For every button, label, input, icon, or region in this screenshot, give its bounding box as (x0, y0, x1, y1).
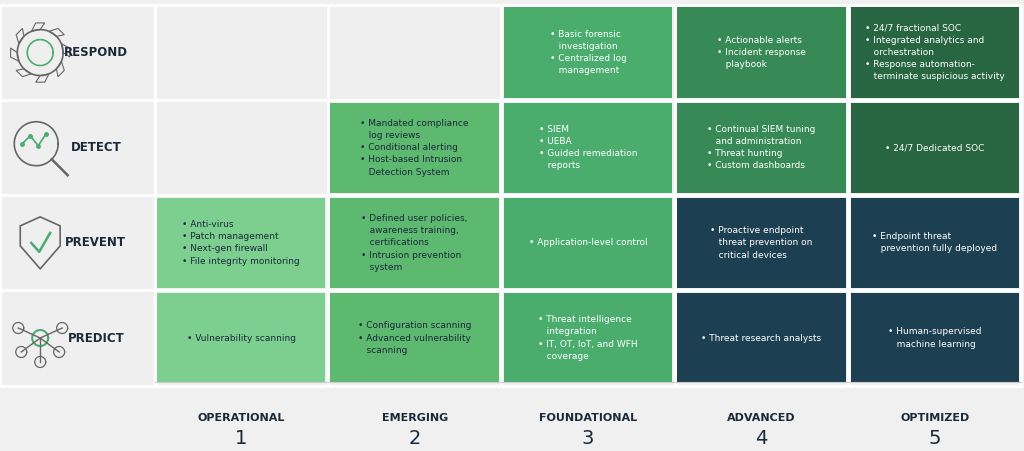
Bar (2, 293, 153, 383)
Text: 4: 4 (756, 429, 768, 448)
Bar (331, 293, 499, 383)
Text: DETECT: DETECT (71, 141, 121, 154)
Bar (504, 293, 672, 383)
Text: • 24/7 fractional SOC
• Integrated analytics and
   orchestration
• Response aut: • 24/7 fractional SOC • Integrated analy… (865, 24, 1005, 81)
Bar (677, 103, 846, 193)
Text: 5: 5 (929, 429, 941, 448)
Text: • Application-level control: • Application-level control (528, 239, 647, 247)
Text: PREDICT: PREDICT (68, 331, 124, 345)
Text: OPERATIONAL: OPERATIONAL (198, 413, 285, 423)
Text: • Continual SIEM tuning
   and administration
• Threat hunting
• Custom dashboar: • Continual SIEM tuning and administrati… (708, 125, 815, 170)
Bar (677, 8, 846, 98)
Text: • Actionable alerts
• Incident response
   playbook: • Actionable alerts • Incident response … (717, 36, 806, 69)
Polygon shape (16, 28, 24, 44)
Polygon shape (61, 44, 70, 57)
Bar (331, 198, 499, 288)
Bar (851, 8, 1019, 98)
Text: • Configuration scanning
• Advanced vulnerability
   scanning: • Configuration scanning • Advanced vuln… (358, 322, 471, 354)
Bar (851, 103, 1019, 193)
Bar (331, 8, 499, 98)
Text: FOUNDATIONAL: FOUNDATIONAL (539, 413, 637, 423)
Text: • Human-supervised
   machine learning: • Human-supervised machine learning (888, 327, 982, 349)
Bar (157, 198, 326, 288)
Text: • 24/7 Dedicated SOC: • 24/7 Dedicated SOC (885, 143, 984, 152)
Bar (2, 103, 153, 193)
Text: • Basic forensic
   investigation
• Centralized log
   management: • Basic forensic investigation • Central… (550, 30, 627, 75)
Bar (157, 103, 326, 193)
Text: 3: 3 (582, 429, 594, 448)
Polygon shape (49, 28, 65, 37)
Text: OPTIMIZED: OPTIMIZED (900, 413, 970, 423)
Bar (157, 293, 326, 383)
Polygon shape (16, 69, 32, 77)
Bar (331, 103, 499, 193)
Bar (851, 198, 1019, 288)
Text: • Proactive endpoint
   threat prevention on
   critical devices: • Proactive endpoint threat prevention o… (711, 226, 813, 259)
Text: • Anti-virus
• Patch management
• Next-gen firewall
• File integrity monitoring: • Anti-virus • Patch management • Next-g… (182, 220, 300, 266)
Bar (504, 198, 672, 288)
Bar (504, 8, 672, 98)
Bar (2, 8, 153, 98)
Text: • Threat research analysts: • Threat research analysts (701, 333, 821, 342)
Text: • Threat intelligence
   integration
• IT, OT, IoT, and WFH
   coverage: • Threat intelligence integration • IT, … (539, 315, 638, 361)
Text: ADVANCED: ADVANCED (727, 413, 796, 423)
Text: • SIEM
• UEBA
• Guided remediation
   reports: • SIEM • UEBA • Guided remediation repor… (539, 125, 637, 170)
Polygon shape (10, 48, 19, 61)
Bar (504, 103, 672, 193)
Text: PREVENT: PREVENT (66, 236, 126, 249)
Bar (851, 293, 1019, 383)
Bar (677, 293, 846, 383)
Text: • Vulnerability scanning: • Vulnerability scanning (186, 333, 296, 342)
Polygon shape (32, 23, 45, 31)
Text: 1: 1 (236, 429, 248, 448)
Bar (677, 198, 846, 288)
Bar (2, 198, 153, 288)
Text: EMERGING: EMERGING (382, 413, 447, 423)
Polygon shape (56, 61, 65, 77)
Text: • Endpoint threat
   prevention fully deployed: • Endpoint threat prevention fully deplo… (872, 232, 997, 253)
Bar (157, 8, 326, 98)
Polygon shape (36, 74, 49, 82)
Text: 2: 2 (409, 429, 421, 448)
Text: RESPOND: RESPOND (63, 46, 128, 59)
Text: • Defined user policies,
   awareness training,
   certifications
• Intrusion pr: • Defined user policies, awareness train… (361, 214, 468, 272)
Text: • Mandated compliance
   log reviews
• Conditional alerting
• Host-based Intrusi: • Mandated compliance log reviews • Cond… (360, 119, 469, 176)
